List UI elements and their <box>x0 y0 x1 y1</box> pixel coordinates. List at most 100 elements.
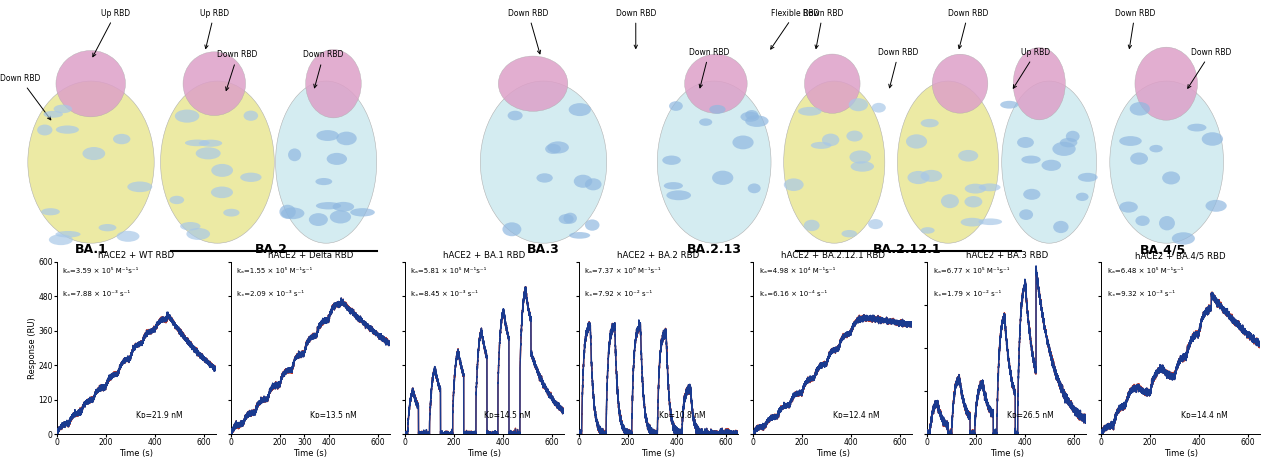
Ellipse shape <box>224 209 240 217</box>
Ellipse shape <box>99 224 116 231</box>
Ellipse shape <box>1187 124 1206 132</box>
Ellipse shape <box>585 219 599 231</box>
Ellipse shape <box>569 103 592 116</box>
Ellipse shape <box>244 111 258 121</box>
Ellipse shape <box>848 98 868 111</box>
Ellipse shape <box>185 140 210 146</box>
Ellipse shape <box>174 110 200 123</box>
Ellipse shape <box>920 170 942 182</box>
Ellipse shape <box>545 144 561 154</box>
Ellipse shape <box>1149 145 1163 152</box>
Ellipse shape <box>847 131 863 142</box>
Ellipse shape <box>169 196 185 204</box>
Ellipse shape <box>186 228 210 240</box>
Ellipse shape <box>1023 189 1040 200</box>
Ellipse shape <box>940 194 959 208</box>
Ellipse shape <box>240 173 262 182</box>
Ellipse shape <box>56 126 78 134</box>
Ellipse shape <box>746 110 758 120</box>
Ellipse shape <box>748 184 761 193</box>
Text: Down RBD: Down RBD <box>878 48 919 88</box>
Ellipse shape <box>666 191 691 200</box>
Ellipse shape <box>804 220 819 231</box>
Text: kₐ=3.59 × 10⁵ M⁻¹s⁻¹: kₐ=3.59 × 10⁵ M⁻¹s⁻¹ <box>63 269 139 275</box>
Text: Kᴅ=14.5 nM: Kᴅ=14.5 nM <box>484 411 531 420</box>
Ellipse shape <box>480 81 607 243</box>
Ellipse shape <box>116 231 139 242</box>
Text: kₐ=4.98 × 10⁴ M⁻¹s⁻¹: kₐ=4.98 × 10⁴ M⁻¹s⁻¹ <box>760 269 836 275</box>
Text: Down RBD: Down RBD <box>1188 48 1231 88</box>
Text: BA.4/5: BA.4/5 <box>1140 243 1186 256</box>
Ellipse shape <box>326 153 348 165</box>
Text: Kᴅ=13.5 nM: Kᴅ=13.5 nM <box>311 411 358 420</box>
Text: Down RBD: Down RBD <box>1115 8 1155 49</box>
Ellipse shape <box>1135 216 1150 226</box>
Ellipse shape <box>211 186 233 198</box>
Ellipse shape <box>978 219 1002 225</box>
X-axis label: Time (s): Time (s) <box>119 449 153 458</box>
Ellipse shape <box>662 156 681 165</box>
Ellipse shape <box>308 213 327 226</box>
Text: Down RBD: Down RBD <box>948 8 988 49</box>
Ellipse shape <box>279 205 296 219</box>
Ellipse shape <box>316 178 332 185</box>
Ellipse shape <box>958 150 978 162</box>
Ellipse shape <box>920 227 934 234</box>
Ellipse shape <box>746 115 769 127</box>
Text: Down RBD: Down RBD <box>0 74 51 120</box>
Ellipse shape <box>564 212 576 224</box>
Ellipse shape <box>961 218 983 226</box>
Ellipse shape <box>964 196 982 207</box>
Text: Flexible RBD: Flexible RBD <box>771 8 819 49</box>
Text: kₓ=7.92 × 10⁻² s⁻¹: kₓ=7.92 × 10⁻² s⁻¹ <box>585 291 652 297</box>
Text: Kᴅ=21.9 nM: Kᴅ=21.9 nM <box>137 411 183 420</box>
Ellipse shape <box>872 103 886 113</box>
Text: Kᴅ=12.4 nM: Kᴅ=12.4 nM <box>833 411 880 420</box>
Text: Down RBD: Down RBD <box>616 8 656 49</box>
Ellipse shape <box>810 142 832 149</box>
Ellipse shape <box>964 184 986 193</box>
Ellipse shape <box>350 208 375 217</box>
Ellipse shape <box>798 107 822 116</box>
Ellipse shape <box>196 147 221 159</box>
Ellipse shape <box>868 219 884 229</box>
Ellipse shape <box>1130 153 1148 165</box>
Ellipse shape <box>669 101 683 111</box>
Ellipse shape <box>37 125 52 135</box>
Ellipse shape <box>1066 131 1079 142</box>
Ellipse shape <box>82 147 105 160</box>
Ellipse shape <box>1001 81 1096 243</box>
Ellipse shape <box>842 230 857 237</box>
Ellipse shape <box>1000 101 1019 109</box>
Text: Kᴅ=10.8 nM: Kᴅ=10.8 nM <box>659 411 705 420</box>
Title: hACE2 + BA.4/5 RBD: hACE2 + BA.4/5 RBD <box>1135 251 1226 260</box>
Ellipse shape <box>1019 209 1033 220</box>
Ellipse shape <box>1159 216 1176 230</box>
Ellipse shape <box>1202 132 1224 146</box>
X-axis label: Time (s): Time (s) <box>293 449 327 458</box>
Ellipse shape <box>49 234 73 245</box>
Ellipse shape <box>336 132 356 145</box>
X-axis label: Time (s): Time (s) <box>1164 449 1198 458</box>
Ellipse shape <box>569 232 590 239</box>
Ellipse shape <box>43 111 63 118</box>
Ellipse shape <box>804 54 860 113</box>
Title: hACE2 + BA.3 RBD: hACE2 + BA.3 RBD <box>966 251 1048 260</box>
Ellipse shape <box>508 111 522 120</box>
Ellipse shape <box>1053 221 1068 233</box>
Text: BA.3: BA.3 <box>527 243 560 256</box>
Text: Down RBD: Down RBD <box>689 48 729 88</box>
Text: kₓ=9.32 × 10⁻³ s⁻¹: kₓ=9.32 × 10⁻³ s⁻¹ <box>1107 291 1174 297</box>
Text: BA.2.13: BA.2.13 <box>686 243 742 256</box>
Ellipse shape <box>1110 81 1224 243</box>
Title: hACE2 + BA.2.12.1 RBD: hACE2 + BA.2.12.1 RBD <box>781 251 885 260</box>
Ellipse shape <box>851 161 873 172</box>
Ellipse shape <box>685 54 747 113</box>
Ellipse shape <box>56 231 81 238</box>
Ellipse shape <box>179 222 201 231</box>
Text: kₐ=5.81 × 10⁵ M⁻¹s⁻¹: kₐ=5.81 × 10⁵ M⁻¹s⁻¹ <box>411 269 487 275</box>
Ellipse shape <box>547 142 569 154</box>
Ellipse shape <box>161 81 274 243</box>
Title: hACE2 + WT RBD: hACE2 + WT RBD <box>99 251 174 260</box>
Text: Down RBD: Down RBD <box>803 8 843 49</box>
